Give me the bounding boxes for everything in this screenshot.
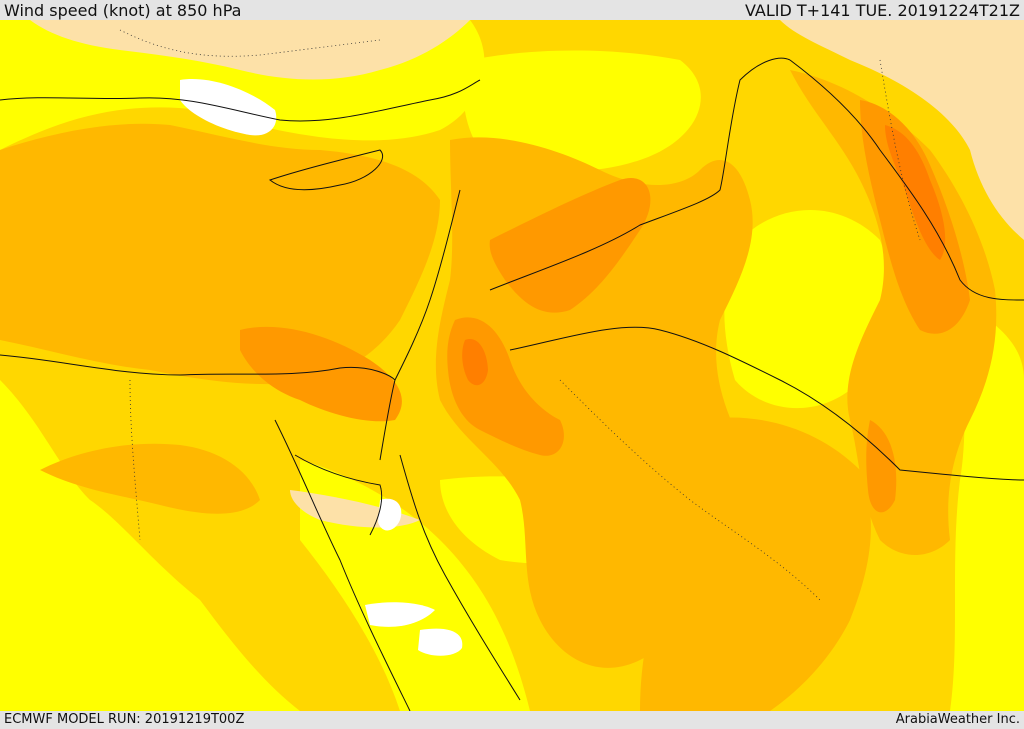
border-syria-iraq — [489, 57, 791, 291]
contour-yellow-southwest — [0, 560, 280, 711]
border-turkey-internal — [119, 29, 381, 57]
border-iraq-iran — [789, 59, 1024, 301]
header-bar — [0, 0, 1024, 20]
contour-lowest-northeast — [780, 20, 1024, 240]
contour-high-levant — [240, 326, 402, 422]
contour-medium-egypt — [40, 443, 260, 514]
model-run-label: ECMWF MODEL RUN: 20191219T00Z — [4, 712, 245, 727]
sinai-outline — [294, 454, 383, 536]
credit-label: ArabiaWeather Inc. — [895, 712, 1020, 727]
contour-high-gulf — [866, 420, 897, 513]
contour-medium-med — [0, 123, 440, 385]
contour-high-syria — [489, 178, 651, 313]
coastline-egypt — [0, 354, 396, 381]
contour-calm-aqaba — [378, 498, 402, 531]
contour-max-iran — [885, 125, 946, 260]
coastline-levant — [379, 189, 461, 461]
wind-speed-map — [0, 20, 1024, 711]
contour-calm-redsea — [365, 602, 435, 627]
cyprus-outline — [268, 149, 383, 191]
contour-lowest-north — [30, 20, 470, 80]
coastline-redsea-west — [274, 419, 411, 711]
contour-yellow-iraq — [724, 210, 889, 409]
coastline-turkey — [0, 79, 481, 122]
border-jordan-saudi — [509, 326, 1024, 481]
valid-time-label: VALID T+141 TUE. 20191224T21Z — [744, 1, 1020, 20]
country-borders — [0, 57, 1024, 711]
coastline-redsea-east — [399, 454, 521, 701]
contour-medium-arabia — [640, 417, 871, 711]
border-egypt-libya — [129, 379, 141, 541]
map-title: Wind speed (knot) at 850 hPa — [4, 1, 242, 20]
internal-borders — [119, 29, 921, 601]
border-saudi-internal — [559, 379, 821, 601]
contour-calm-hejaz — [418, 628, 463, 656]
contour-medium-iran — [790, 70, 997, 555]
contour-max-jordan — [462, 339, 488, 386]
contour-yellow-syria — [463, 50, 701, 171]
contour-calm-turkey — [180, 79, 277, 136]
footer-bar — [0, 711, 1024, 729]
